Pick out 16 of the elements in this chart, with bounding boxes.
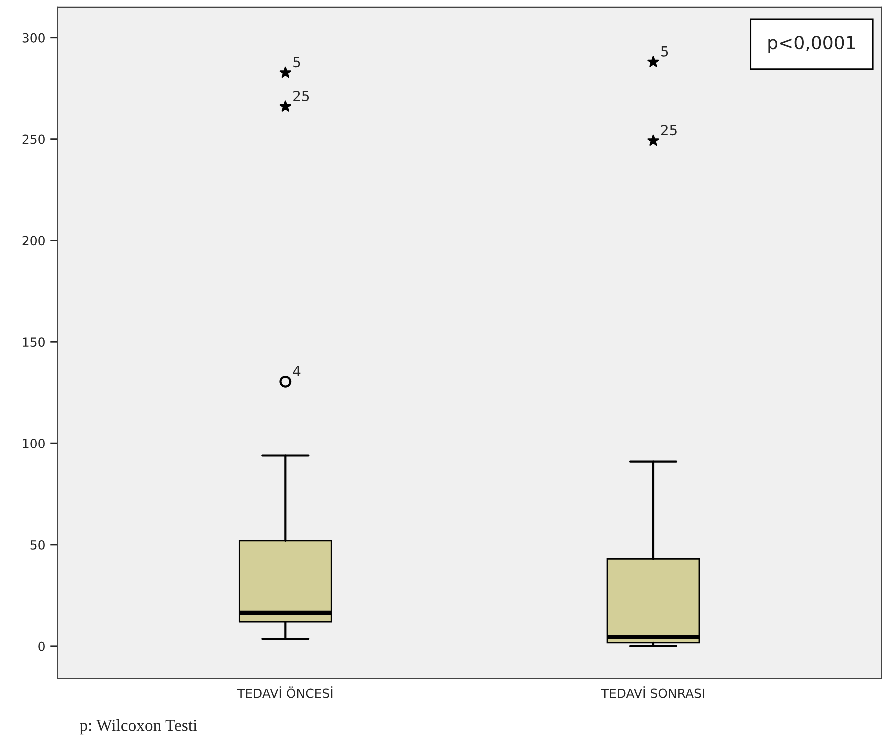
annotation: 4	[293, 366, 301, 376]
annotation: p<0,0001	[768, 36, 856, 54]
y-tick-label: 300	[22, 33, 45, 43]
x-tick-label: TEDAVİ ÖNCESİ	[237, 686, 333, 698]
annotation: 5	[662, 46, 668, 57]
x-tick-label: TEDAVİ SONRASI	[601, 686, 704, 698]
y-tick-label: 100	[23, 439, 45, 448]
y-tick-label: 0	[38, 642, 45, 652]
annotation: 5	[294, 57, 300, 68]
y-tick-label: 250	[22, 134, 45, 144]
text: p: Wilcoxon Testi	[80, 720, 198, 735]
y-tick-label: 150	[23, 338, 45, 348]
y-tick-label: 200	[22, 236, 45, 246]
y-tick-label: 50	[30, 540, 45, 550]
annotation: 25	[661, 125, 677, 136]
annotation: 25	[294, 90, 310, 102]
